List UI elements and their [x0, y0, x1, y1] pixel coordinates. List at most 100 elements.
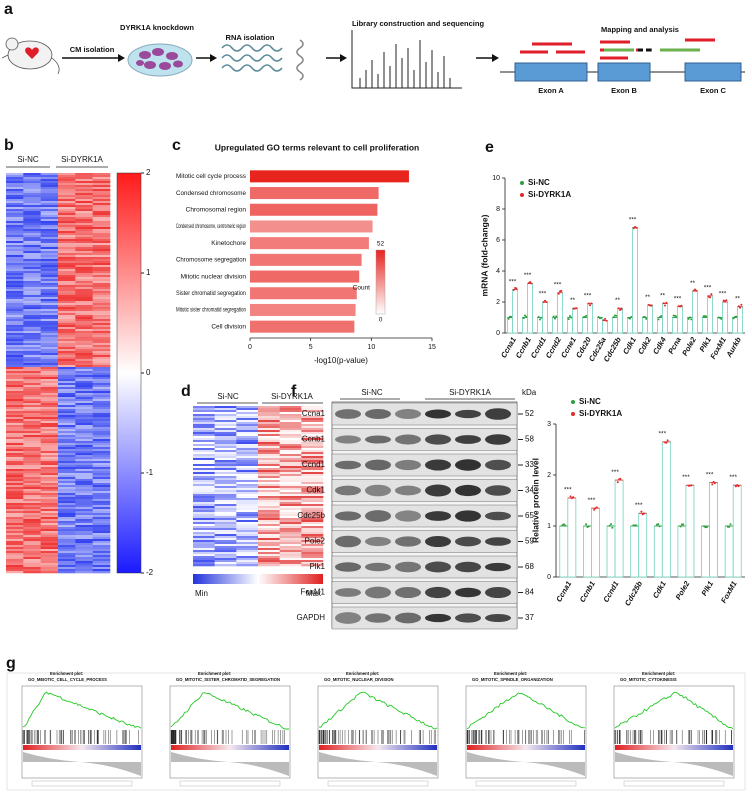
- heatmap-cell: [75, 437, 93, 440]
- heatmap-cell: [40, 331, 59, 334]
- heatmap-cell: [6, 533, 24, 536]
- heatmap-cell: [193, 488, 215, 491]
- replicate-dot: [635, 226, 638, 229]
- heatmap-cell: [75, 485, 93, 488]
- heatmap-cell: [23, 349, 41, 352]
- heatmap-cell: [214, 542, 237, 545]
- mouse-tail: [51, 57, 60, 75]
- replicate-dot: [692, 289, 695, 292]
- heatmap-cell: [6, 333, 24, 336]
- heatmap-cell: [301, 462, 324, 465]
- heatmap-cell: [279, 434, 302, 437]
- heatmap-cell: [23, 539, 41, 542]
- heatmap-cell: [92, 449, 111, 452]
- heatmap-cell: [58, 413, 76, 416]
- heatmap-cell: [40, 513, 59, 516]
- heatmap-cell: [75, 275, 93, 278]
- heatmap-cell: [23, 485, 41, 488]
- heart: [25, 47, 39, 59]
- heatmap-cell: [75, 283, 93, 286]
- heatmap-cell: [236, 458, 259, 461]
- heatmap-cell: [23, 233, 41, 236]
- replicate-dot: [664, 304, 667, 307]
- heatmap-cell: [6, 405, 24, 408]
- replicate-dot: [510, 315, 513, 318]
- heatmap-cell: [214, 424, 237, 427]
- heatmap-cell: [6, 307, 24, 310]
- replicate-dot: [729, 523, 732, 526]
- heatmap-cell: [92, 373, 111, 376]
- rank-gradient: [467, 745, 585, 750]
- heatmap-cell: [58, 355, 76, 358]
- heatmap-cell: [279, 468, 302, 471]
- y-tick-label: 8: [496, 206, 500, 213]
- heatmap-cell: [6, 399, 24, 402]
- heatmap-cell: [75, 357, 93, 360]
- heatmap-cell: [40, 363, 59, 366]
- heatmap-cell: [23, 359, 41, 362]
- heatmap-cell: [279, 492, 302, 495]
- heatmap-cell: [6, 451, 24, 454]
- heatmap-cell: [236, 444, 259, 447]
- enrichment-curve: [466, 692, 586, 730]
- heatmap-cell: [258, 538, 280, 541]
- blot-band: [335, 409, 361, 419]
- heatmap-cell: [58, 453, 76, 456]
- heatmap-cell: [6, 423, 24, 426]
- heatmap-cell: [40, 315, 59, 318]
- heatmap-cell: [23, 409, 41, 412]
- heatmap-cell: [40, 471, 59, 474]
- heatmap-cell: [58, 409, 76, 412]
- heatmap-cell: [23, 421, 41, 424]
- heatmap-cell: [193, 466, 215, 469]
- replicate-dot: [570, 316, 573, 319]
- heatmap-cell: [23, 525, 41, 528]
- heatmap-cell: [6, 177, 24, 180]
- heatmap-cell: [6, 235, 24, 238]
- heatmap-cell: [92, 301, 111, 304]
- heatmap-cell: [6, 407, 24, 410]
- heatmap-cell: [40, 239, 59, 242]
- bar: [250, 170, 409, 183]
- heatmap-cell: [6, 341, 24, 344]
- heatmap-cell: [23, 239, 41, 242]
- heatmap-cell: [301, 422, 324, 425]
- heatmap-cell: [23, 531, 41, 534]
- bar: [557, 292, 563, 334]
- bar: [602, 320, 608, 334]
- category-label: Chromosomal region: [186, 206, 247, 213]
- heatmap-cell: [214, 428, 237, 431]
- heatmap-cell: [6, 367, 24, 370]
- heatmap-cell: [301, 428, 324, 431]
- gsea-legend: [327, 780, 429, 787]
- heatmap-cell: [75, 403, 93, 406]
- heatmap-cell: [40, 477, 59, 480]
- heatmap-cell: [92, 459, 111, 462]
- heatmap-cell: [258, 492, 280, 495]
- heatmap-cell: [6, 289, 24, 292]
- heatmap-cell: [193, 476, 215, 479]
- heatmap-cell: [6, 555, 24, 558]
- blot-band: [365, 435, 391, 444]
- replicate-dot: [522, 317, 525, 320]
- heatmap-cell: [92, 197, 111, 200]
- heatmap-cell: [23, 235, 41, 238]
- cells: [136, 48, 183, 70]
- heatmap-cell: [75, 189, 93, 192]
- blot-band: [335, 588, 361, 597]
- heatmap-cell: [6, 293, 24, 296]
- heatmap-cell: [23, 487, 41, 490]
- heatmap-cell: [40, 519, 59, 522]
- heatmap-cell: [6, 377, 24, 380]
- heatmap-cell: [75, 387, 93, 390]
- heatmap-cell: [279, 562, 302, 565]
- heatmap-cell: [58, 347, 76, 350]
- heatmap-cell: [92, 299, 111, 302]
- heatmap-cell: [40, 483, 59, 486]
- heatmap-cell: [23, 441, 41, 444]
- heatmap-cell: [58, 563, 76, 566]
- heatmap-cell: [236, 496, 259, 499]
- heatmap-cell: [23, 275, 41, 278]
- legend-marker: [571, 412, 575, 416]
- heatmap-cell: [214, 412, 237, 415]
